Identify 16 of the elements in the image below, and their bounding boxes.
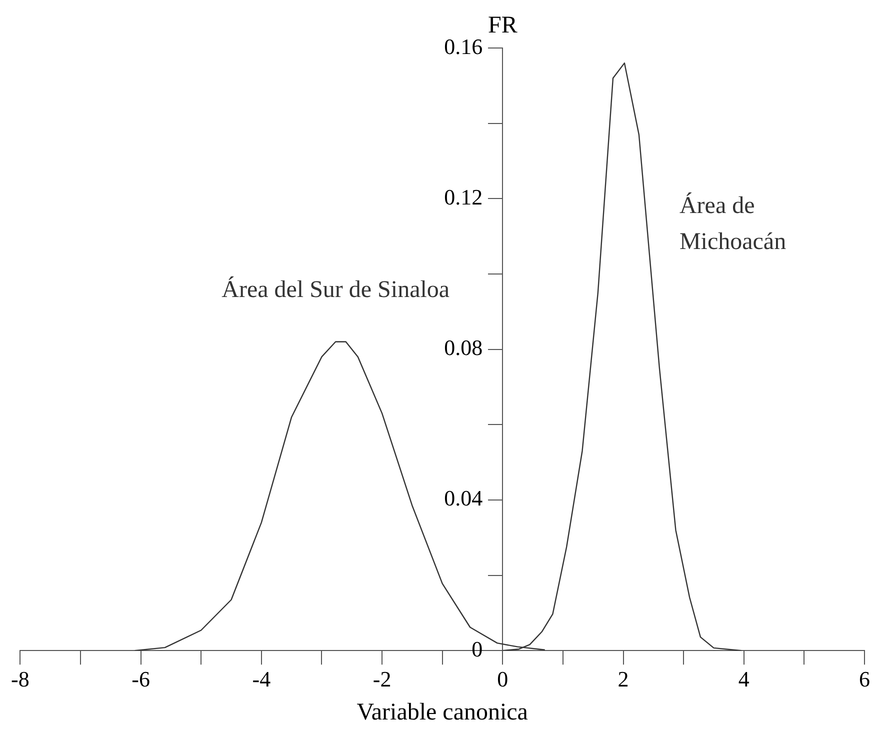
x-tick-label: 4 <box>738 666 750 692</box>
y-tick-label: 0.12 <box>444 184 483 210</box>
x-tick-label: -2 <box>372 666 392 692</box>
text: Área del Sur de Sinaloa <box>222 276 450 303</box>
x-tick-label: -8 <box>11 666 30 692</box>
x-tick-label: 6 <box>859 666 870 692</box>
x-tick-label: -6 <box>132 666 150 692</box>
y-tick-label: 0.04 <box>444 486 483 511</box>
x-tick-label: 0 <box>497 666 508 692</box>
y-axis-title: FR <box>488 12 518 38</box>
x-tick-label: 2 <box>618 666 629 692</box>
y-tick-label: 0.16 <box>444 34 483 59</box>
x-axis-title: Variable canonica <box>356 699 528 726</box>
x-tick-label: -4 <box>252 666 271 692</box>
series-label: Área de Michoacán <box>679 192 786 256</box>
y-tick-label: 0.08 <box>444 335 483 360</box>
